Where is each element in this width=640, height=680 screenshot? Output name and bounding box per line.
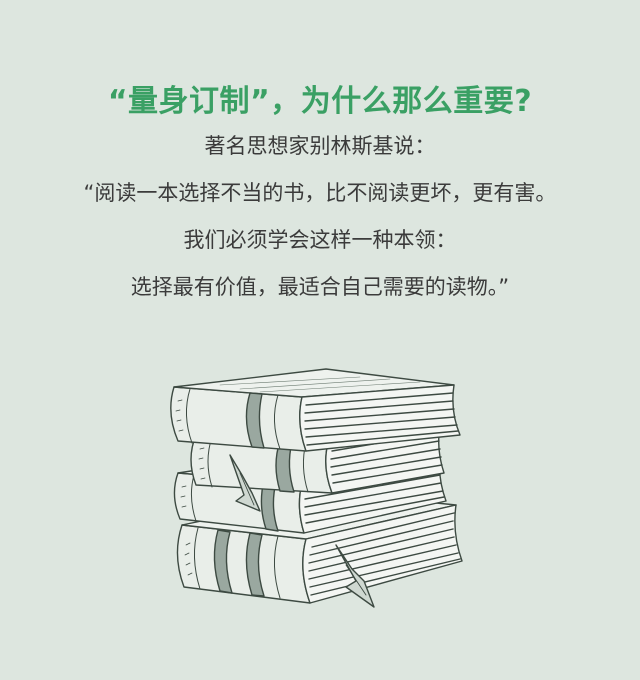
quote-block: 著名思想家别林斯基说： “阅读一本选择不当的书，比不阅读更坏，更有害。 我们必须… <box>0 130 640 318</box>
top-book <box>170 368 461 452</box>
quote-line-1: “阅读一本选择不当的书，比不阅读更坏，更有害。 <box>83 181 557 205</box>
quote-attribution: 著名思想家别林斯基说： <box>204 134 436 158</box>
headline: “量身订制”，为什么那么重要? <box>107 84 533 119</box>
quote-line-2: 我们必须学会这样一种本领： <box>183 228 457 252</box>
quote-line-3: 选择最有价值，最适合自己需要的读物。” <box>130 275 510 299</box>
book-stack-icon <box>160 355 480 620</box>
